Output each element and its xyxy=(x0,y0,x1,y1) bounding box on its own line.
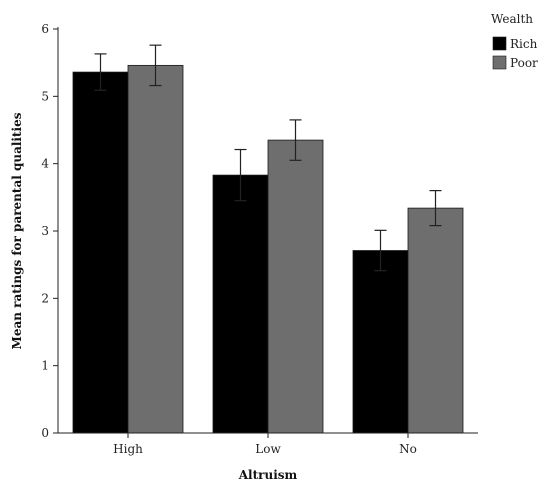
bar-rich-high xyxy=(72,71,129,434)
legend-title: Wealth xyxy=(491,12,533,26)
bar-poor-no xyxy=(407,207,464,434)
y-tick-label: 1 xyxy=(41,359,49,373)
error-bar xyxy=(374,229,387,272)
x-tick-label: No xyxy=(399,442,417,456)
legend-label-poor: Poor xyxy=(510,56,538,70)
legend-swatch-rich xyxy=(492,36,507,51)
y-tick-label: 2 xyxy=(41,291,49,305)
error-bar xyxy=(289,119,302,161)
y-tick-label: 0 xyxy=(41,426,49,440)
bar-rich-low xyxy=(212,174,269,434)
legend-swatch-poor xyxy=(492,55,507,70)
y-tick-label: 3 xyxy=(41,224,49,238)
y-tick-label: 4 xyxy=(41,157,49,171)
legend: Wealth Rich Poor xyxy=(491,12,538,70)
plot-area xyxy=(72,44,464,434)
error-bar xyxy=(149,44,162,87)
x-tick-label: High xyxy=(113,442,143,456)
y-axis-title: Mean ratings for parental qualities xyxy=(10,112,24,349)
x-tick-label: Low xyxy=(255,442,281,456)
legend-label-rich: Rich xyxy=(510,37,538,51)
x-axis-title: Altruism xyxy=(238,468,298,482)
x-axis-ticks: High Low No xyxy=(113,433,417,456)
error-bar xyxy=(429,190,442,227)
bar-rich-no xyxy=(352,250,409,434)
y-axis-ticks: 0 1 2 3 4 5 6 xyxy=(41,22,58,440)
bar-poor-low xyxy=(267,139,324,434)
y-tick-label: 6 xyxy=(41,22,49,36)
error-bar xyxy=(234,148,247,202)
bar-poor-high xyxy=(127,64,184,434)
y-tick-label: 5 xyxy=(41,89,49,103)
error-bar xyxy=(94,53,107,91)
